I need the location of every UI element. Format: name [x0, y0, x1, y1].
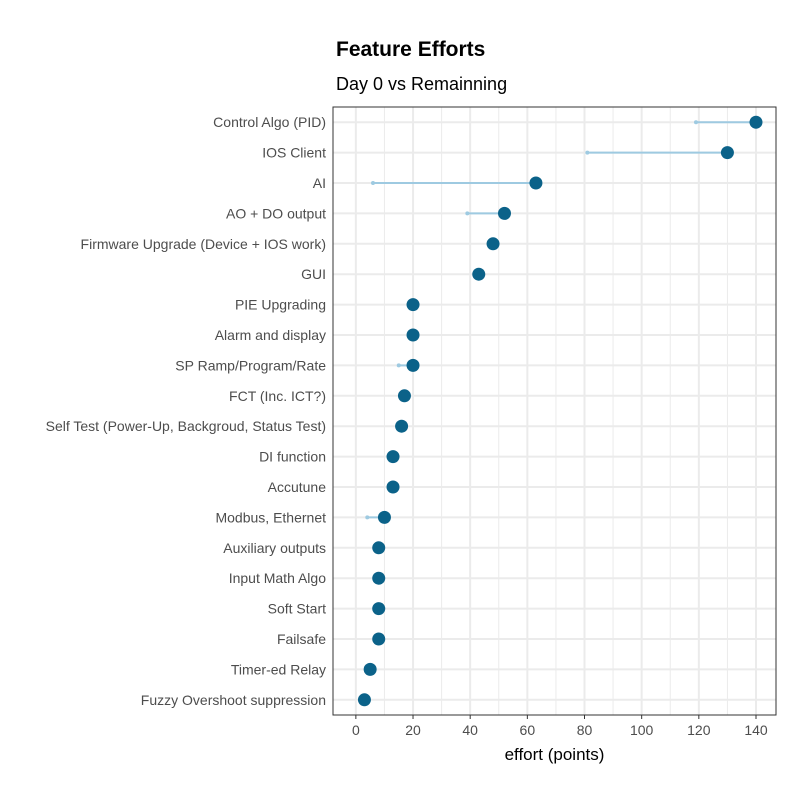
- day0-point: [372, 632, 386, 646]
- remaining-point: [396, 363, 401, 368]
- y-tick-label: Control Algo (PID): [213, 114, 326, 130]
- grid-layer: [333, 107, 776, 715]
- y-tick-label: Modbus, Ethernet: [215, 509, 326, 525]
- y-axis-labels: Control Algo (PID) IOS Client AI AO + DO ou…: [46, 114, 327, 708]
- y-tick-label: IOS Client: [262, 145, 326, 161]
- y-tick-label: Input Math Algo: [229, 570, 327, 586]
- remaining-point: [365, 515, 370, 520]
- day0-point: [372, 602, 386, 616]
- y-tick-label: Auxiliary outputs: [223, 540, 326, 556]
- day0-point: [363, 662, 377, 676]
- day0-point: [720, 146, 734, 160]
- day0-point: [357, 693, 371, 707]
- day0-point: [377, 510, 391, 524]
- y-tick-label: Timer-ed Relay: [231, 661, 326, 677]
- mark-layer: [357, 115, 763, 707]
- day0-point: [486, 237, 500, 251]
- x-tick-label: 60: [520, 722, 536, 738]
- day0-point: [472, 267, 486, 281]
- day0-point: [397, 389, 411, 403]
- chart-title: Feature Efforts: [336, 38, 486, 61]
- y-tick-label: AO + DO output: [226, 205, 326, 221]
- y-tick-label: SP Ramp/Program/Rate: [175, 357, 326, 373]
- y-tick-label: Self Test (Power-Up, Backgroud, Status T…: [46, 418, 326, 434]
- x-tick-label: 120: [687, 722, 711, 738]
- remaining-point: [371, 181, 376, 185]
- x-tick-label: 80: [577, 722, 593, 738]
- y-tick-label: PIE Upgrading: [235, 297, 326, 313]
- y-tick-label: AI: [313, 175, 326, 191]
- day0-point: [386, 480, 400, 494]
- y-tick-label: GUI: [301, 266, 326, 282]
- y-tick-label: Fuzzy Overshoot suppression: [141, 692, 326, 708]
- x-tick-label: 100: [630, 722, 654, 738]
- day0-point: [406, 328, 420, 342]
- day0-point: [406, 298, 420, 312]
- y-tick-label: Failsafe: [277, 631, 326, 647]
- x-tick-label: 0: [352, 722, 360, 738]
- day0-point: [529, 176, 543, 190]
- day0-point: [395, 419, 409, 433]
- y-tick-label: Firmware Upgrade (Device + IOS work): [81, 236, 326, 252]
- x-tick-label: 140: [744, 722, 768, 738]
- y-tick-label: Accutune: [268, 479, 327, 495]
- y-tick-label: Alarm and display: [215, 327, 326, 343]
- day0-point: [386, 450, 400, 464]
- y-tick-label: DI function: [259, 449, 326, 465]
- x-axis-title: effort (points): [505, 745, 605, 764]
- x-axis: 0 20 40 60 80 100 120 140: [352, 715, 768, 738]
- x-tick-label: 20: [405, 722, 421, 738]
- panel-border: [332, 106, 777, 716]
- day0-point: [372, 571, 386, 585]
- remaining-point: [693, 120, 698, 125]
- x-tick-label: 40: [462, 722, 478, 738]
- remaining-point: [585, 150, 590, 155]
- day0-point: [749, 115, 763, 129]
- day0-point: [406, 358, 420, 372]
- chart-subtitle: Day 0 vs Remainning: [336, 74, 508, 94]
- day0-point: [497, 206, 511, 220]
- remaining-point: [465, 211, 470, 216]
- y-tick-label: Soft Start: [268, 601, 326, 617]
- day0-point: [372, 541, 386, 555]
- y-tick-label: FCT (Inc. ICT?): [229, 388, 326, 404]
